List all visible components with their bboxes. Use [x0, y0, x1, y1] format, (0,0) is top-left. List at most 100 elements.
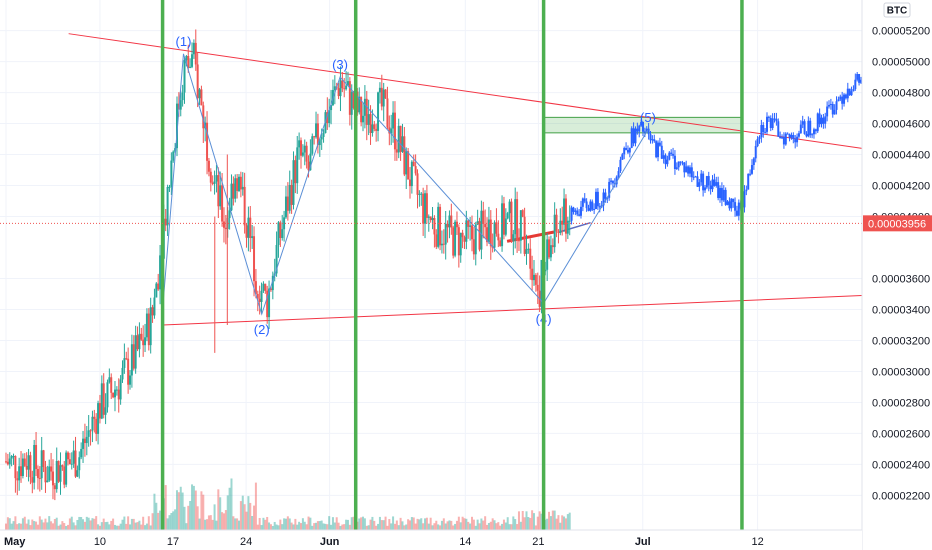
candle-body [850, 91, 853, 96]
volume-bar [454, 523, 457, 530]
candle-body [140, 333, 143, 340]
candle-body [675, 167, 678, 169]
unit-badge[interactable] [883, 2, 911, 18]
candle-body [563, 198, 566, 225]
candle-body [76, 470, 79, 477]
candle-body [337, 88, 340, 97]
candle-body [433, 217, 436, 235]
volume-bar [525, 511, 528, 530]
candle-body [175, 103, 178, 149]
volume-bar [61, 521, 64, 530]
candle-body [502, 203, 505, 235]
candle-body [405, 151, 408, 175]
volume-bar [296, 524, 299, 530]
volume-bar [198, 518, 201, 530]
y-tick-label: 0.00002200 [872, 490, 930, 502]
volume-bar [563, 516, 566, 530]
volume-bar [277, 525, 280, 530]
candle-body [343, 88, 346, 90]
candle-body [266, 290, 269, 318]
volume-bar [429, 517, 432, 530]
x-tick-label: 21 [532, 536, 544, 548]
candle-body [634, 128, 637, 144]
volume-bar [181, 492, 184, 530]
volume-bar [5, 523, 7, 530]
volume-bar [512, 516, 515, 530]
trendline[interactable] [162, 295, 863, 326]
volume-bar [330, 524, 333, 530]
candle-body [318, 139, 321, 146]
candle-body [408, 179, 411, 187]
candle-body [268, 288, 271, 318]
volume-bar [303, 521, 306, 530]
unit-label: BTC [887, 6, 908, 17]
candle-body [668, 152, 671, 160]
candle-body [797, 133, 800, 137]
volume-bar [192, 485, 195, 530]
volume-bar [42, 522, 45, 530]
candle-body [222, 221, 225, 228]
candle-body [435, 234, 438, 247]
candle-body [241, 186, 244, 190]
candle-body [651, 139, 654, 141]
candle-body [713, 179, 716, 186]
volume-bar [431, 525, 434, 530]
grid [0, 0, 862, 530]
candle-body [119, 379, 122, 400]
volume-bar [326, 524, 329, 530]
volume-bar [499, 525, 502, 530]
candle-body [801, 121, 804, 125]
y-tick-label: 0.00003000 [872, 366, 930, 378]
candle-body [792, 134, 795, 140]
candle-body [416, 173, 419, 195]
candle-body [326, 112, 329, 124]
candle-body [121, 367, 124, 380]
volume-bar [373, 520, 376, 530]
x-axis[interactable]: May 10 17 24 Jun 14 21 Jul 12 [0, 529, 862, 550]
volume-bar [147, 516, 150, 530]
volume-bar [414, 523, 417, 530]
volume-bar [433, 523, 436, 530]
candle-body [833, 109, 836, 115]
volume-bar [87, 517, 90, 530]
candle-body [769, 117, 772, 129]
candle-body [807, 120, 810, 137]
candle-body [579, 206, 582, 216]
candle-body [23, 458, 26, 466]
candle-body [754, 146, 757, 159]
candle-body [859, 79, 862, 83]
volume-bar [196, 506, 199, 530]
volume-bar [219, 497, 222, 530]
candle-body [508, 201, 511, 214]
candle-body [647, 128, 650, 135]
candle-body [181, 92, 184, 101]
candle-body [112, 392, 115, 398]
volume-bar [83, 521, 86, 530]
candle-body [720, 188, 723, 201]
volume-bar [439, 525, 442, 530]
volume-bar [127, 516, 130, 530]
volume-bar [31, 519, 34, 530]
wave-path-line[interactable] [162, 53, 649, 316]
volume-bar [283, 518, 286, 530]
volume-bar [211, 519, 214, 530]
volume-bar [268, 522, 271, 530]
candle-body [613, 183, 616, 185]
candle-body [288, 184, 291, 211]
volume-bar [10, 523, 13, 530]
trendline[interactable] [68, 33, 863, 149]
candle-body [514, 199, 517, 235]
volume-bar [399, 517, 402, 530]
candle-body [578, 214, 581, 216]
volume-bar [482, 520, 485, 530]
candle-body [856, 74, 859, 80]
volume-bar [78, 516, 81, 530]
volume-bar [502, 519, 505, 530]
y-axis[interactable]: 0.00005200 0.00005000 0.00004800 0.00004600… [861, 0, 932, 550]
volume-bar [534, 525, 537, 530]
y-tick-label: 0.00003400 [872, 304, 930, 316]
candle-body [596, 191, 599, 207]
volume-bar [25, 523, 28, 530]
volume-bar [151, 513, 154, 530]
